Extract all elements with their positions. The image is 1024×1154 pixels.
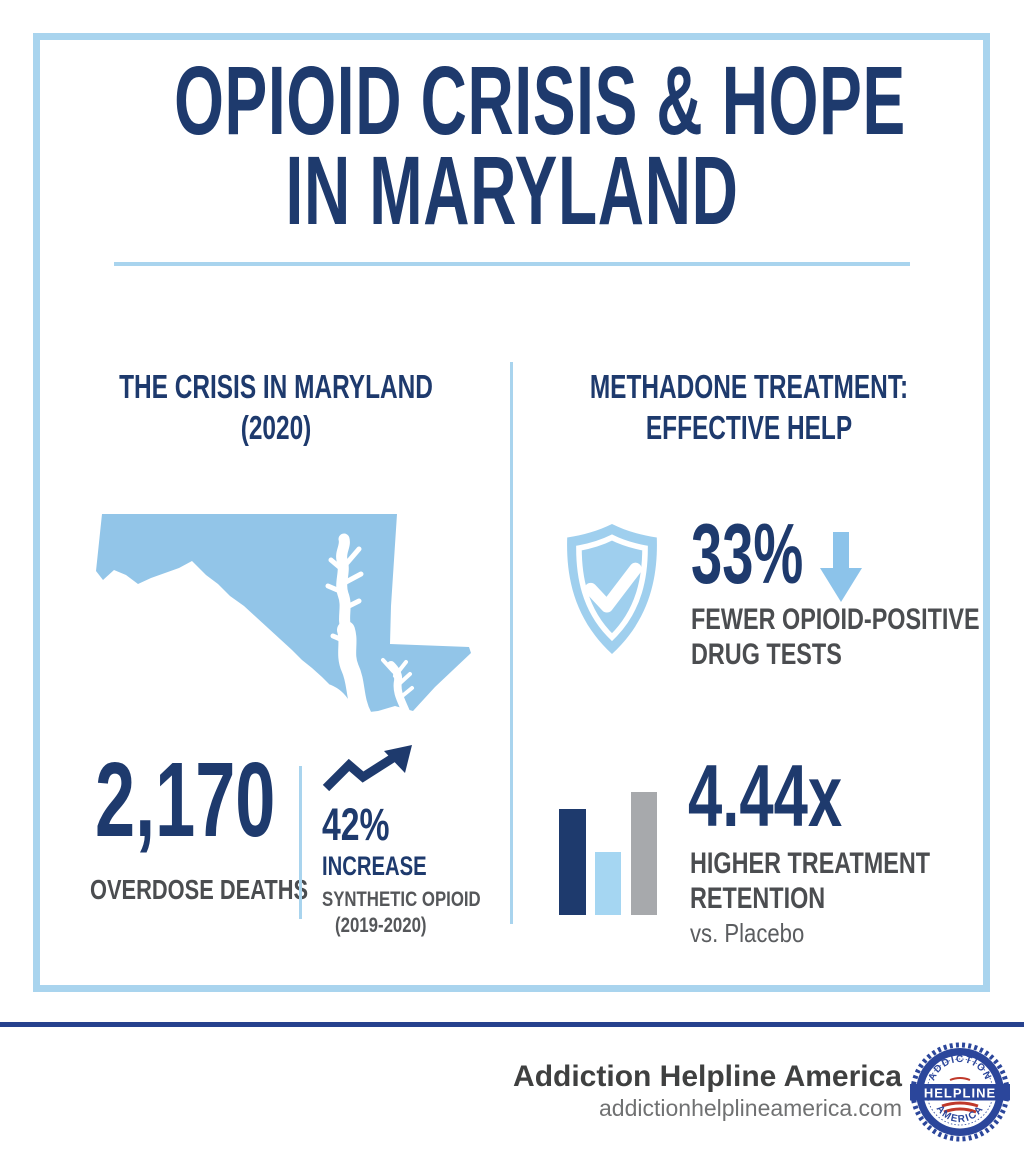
footer-website: addictionhelplineamerica.com: [599, 1095, 902, 1121]
left-section-heading: THE CRISIS IN MARYLAND (2020): [40, 366, 512, 449]
footer-brand-name: Addiction Helpline America: [513, 1060, 902, 1093]
page-title: OPIOID CRISIS & HOPE IN MARYLAND: [0, 46, 1024, 246]
increase-sublabel-line-1: SYNTHETIC OPIOID: [322, 888, 481, 911]
drug-tests-value: 33%: [691, 507, 804, 602]
badge-seal-icon: ADDICTION HELPLINE AMERICA: [910, 1042, 1010, 1142]
title-line-1: OPIOID CRISIS & HOPE: [174, 46, 906, 155]
synthetic-opioid-increase-stat: 42% INCREASE SYNTHETIC OPIOID (2019-2020…: [322, 744, 507, 936]
increase-value: 42%: [322, 799, 390, 850]
border-frame: [33, 33, 990, 992]
left-heading-line-2: (2020): [240, 409, 312, 447]
bar-chart-icon: [559, 792, 657, 915]
footer-branding: Addiction Helpline America addictionhelp…: [513, 1060, 902, 1121]
overdose-deaths-value: 2,170: [95, 741, 276, 859]
stat-divider: [299, 766, 302, 919]
right-section-heading: METHADONE TREATMENT: EFFECTIVE HELP: [513, 366, 985, 449]
column-divider: [510, 362, 513, 924]
shield-check-icon: [567, 524, 657, 654]
increase-label: INCREASE: [322, 851, 427, 881]
retention-sublabel: vs. Placebo: [690, 918, 805, 948]
left-heading-line-1: THE CRISIS IN MARYLAND: [119, 368, 433, 405]
increase-sublabel-line-2: (2019-2020): [335, 914, 427, 937]
badge-text-middle: HELPLINE: [924, 1086, 996, 1101]
maryland-map-icon: [96, 514, 471, 714]
trend-up-arrow-icon: [322, 745, 412, 792]
drug-tests-label: FEWER OPIOID-POSITIVE DRUG TESTS: [691, 603, 980, 672]
title-divider: [114, 262, 910, 266]
footer-divider: [0, 1022, 1024, 1027]
retention-label: HIGHER TREATMENT RETENTION: [690, 847, 931, 916]
right-heading-line-1: METHADONE TREATMENT:: [589, 368, 909, 405]
retention-value: 4.44x: [688, 746, 843, 845]
overdose-deaths-label: OVERDOSE DEATHS: [90, 874, 309, 905]
title-line-2: IN MARYLAND: [285, 136, 739, 246]
right-heading-line-2: EFFECTIVE HELP: [645, 409, 853, 447]
down-arrow-icon: [820, 532, 862, 602]
